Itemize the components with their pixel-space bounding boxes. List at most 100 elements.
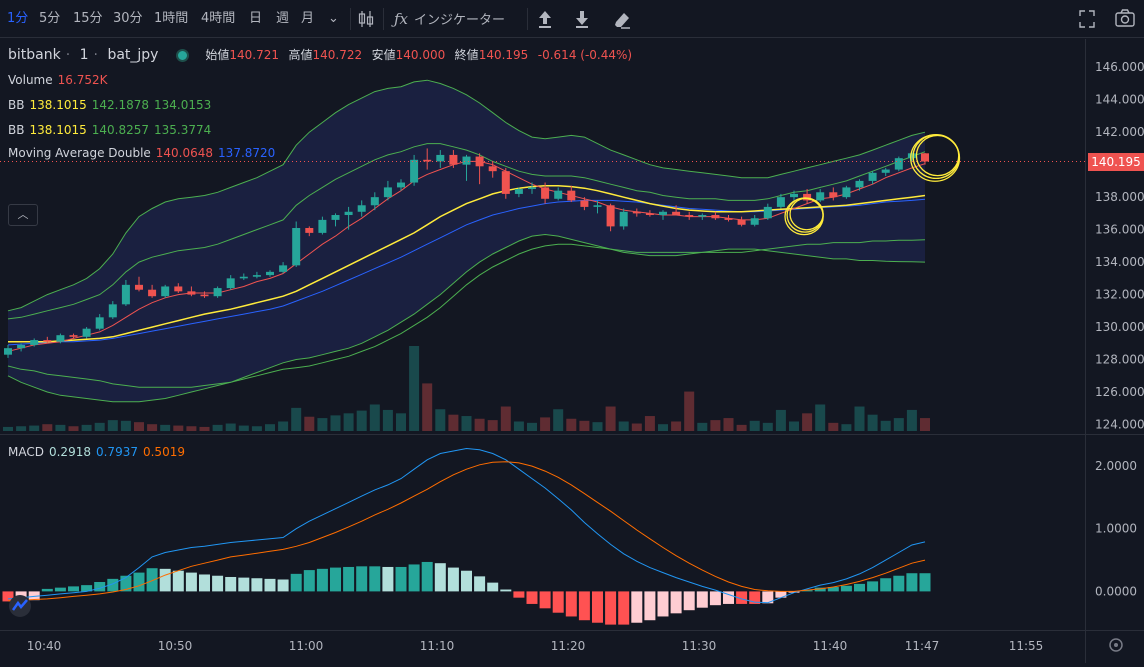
macd-histogram-bar — [592, 591, 603, 623]
macd-histogram-bar — [408, 564, 420, 592]
indicators-button[interactable]: ƒx インジケーター — [394, 0, 505, 38]
candle-body — [82, 328, 91, 337]
price-tick-label: 124.000 — [1095, 418, 1144, 432]
chevron-down-icon[interactable]: ⌄ — [328, 11, 339, 26]
volume-bar — [789, 421, 799, 431]
macd-histogram-bar — [68, 586, 79, 592]
volume-bar — [186, 426, 197, 431]
candle-body — [672, 211, 681, 216]
macd-histogram-bar — [618, 591, 630, 625]
interval-6[interactable]: 日 — [249, 11, 263, 26]
legend-dot: · — [65, 47, 71, 63]
bb1-upper-line — [7, 79, 926, 312]
volume-bar — [474, 418, 485, 431]
interval-5[interactable]: 4時間 — [201, 11, 236, 26]
exchange-name: bitbank — [8, 47, 61, 63]
settings-gear-icon — [1109, 638, 1123, 652]
chart-canvas[interactable]: 146.000 144.000 142.000 140.000 138.000 136.0… — [0, 39, 1144, 663]
candle-body — [829, 192, 838, 198]
candle-body — [475, 156, 484, 167]
volume-bar — [710, 420, 721, 431]
macd-histogram-bar — [303, 570, 315, 592]
bb2-basis: 138.1015 — [29, 123, 87, 137]
collapse-legend-button[interactable]: ︿ — [8, 204, 38, 226]
interval-7[interactable]: 週 — [276, 11, 290, 26]
interval-2[interactable]: 15分 — [73, 11, 103, 26]
macd-histogram-bar — [788, 591, 800, 593]
candle-body — [554, 190, 563, 199]
chart-area[interactable]: 146.000 144.000 142.000 140.000 138.000 136.0… — [0, 39, 1144, 663]
candle-body — [763, 206, 772, 219]
candle-body — [397, 182, 405, 188]
market-status-icon — [175, 48, 189, 62]
eraser-button[interactable] — [612, 0, 632, 38]
macd-histogram-bar — [238, 577, 250, 592]
bb1-label: BB — [8, 98, 25, 112]
legend-dot: · — [93, 47, 98, 63]
volume-bar — [94, 422, 105, 431]
macd-histogram-bar — [919, 573, 931, 592]
macd-histogram-bar — [854, 583, 865, 592]
candle-body — [252, 275, 261, 277]
screenshot-button[interactable] — [1114, 0, 1136, 38]
macd-histogram-bar — [369, 566, 381, 592]
time-tick-label: 11:00 — [289, 639, 324, 653]
volume-bar — [618, 421, 629, 431]
candle-body — [842, 187, 851, 198]
macd-histogram-bar — [474, 576, 486, 592]
macd-histogram-bar — [775, 591, 787, 598]
volume-bar — [893, 418, 904, 431]
candle-style-button[interactable] — [356, 0, 376, 38]
interval-3[interactable]: 30分 — [113, 11, 143, 26]
chevron-up-icon: ︿ — [17, 208, 29, 221]
macd-histogram-bar — [762, 591, 774, 604]
macd-signal-value: 0.5019 — [142, 445, 185, 459]
candle-body — [724, 218, 733, 220]
volume-bar — [343, 413, 354, 431]
time-tick-label: 10:50 — [158, 639, 193, 653]
macd-line-value: 0.7937 — [95, 445, 138, 459]
volume-bar — [265, 424, 275, 431]
volume-bar — [382, 409, 393, 431]
volume-legend: Volume 16.752K — [8, 73, 113, 87]
volume-bar — [684, 391, 695, 431]
bb2-upper: 140.8257 — [91, 123, 149, 137]
macd-histogram-bar — [277, 579, 289, 592]
macd-histogram-bar — [94, 582, 106, 592]
candle-body — [279, 265, 288, 272]
bb2-upper-line — [7, 143, 926, 320]
publish-button[interactable] — [536, 0, 554, 38]
macd-histogram-bar — [185, 572, 197, 592]
macd-histogram-bar — [120, 575, 132, 592]
interval-4[interactable]: 1時間 — [154, 11, 189, 26]
volume-bar — [278, 421, 289, 431]
interval-8[interactable]: 月 — [301, 11, 315, 26]
volume-bar — [356, 410, 367, 431]
ma-fast-value: 140.0648 — [155, 146, 214, 160]
volume-bar — [644, 416, 655, 431]
candle-body — [357, 205, 366, 212]
last-price-label: 140.195 — [1088, 152, 1144, 171]
close-label: 終値 — [454, 48, 479, 62]
candle-body — [108, 304, 117, 318]
candle-body — [292, 228, 301, 266]
candle-body — [514, 189, 523, 194]
highlight-circle-2 — [910, 134, 961, 182]
macd-histogram-bar — [225, 576, 237, 592]
macd-histogram-bar — [107, 578, 119, 592]
low-value: 140.000 — [395, 48, 446, 62]
macd-histogram-bar — [513, 591, 525, 598]
macd-histogram-bar — [316, 568, 328, 592]
interval-1[interactable]: 5分 — [39, 11, 61, 26]
fullscreen-button[interactable] — [1077, 0, 1097, 38]
tradingview-logo-icon — [9, 595, 31, 617]
candle-body — [56, 335, 65, 342]
macd-histogram-bar — [526, 591, 538, 604]
macd-histogram-bar — [578, 591, 590, 621]
volume-bar — [749, 420, 760, 431]
download-button[interactable] — [573, 0, 591, 38]
macd-histogram-bar — [644, 591, 656, 621]
volume-bar — [304, 416, 315, 431]
bb1-lower-line — [7, 233, 926, 403]
interval-0[interactable]: 1分 — [7, 11, 29, 26]
